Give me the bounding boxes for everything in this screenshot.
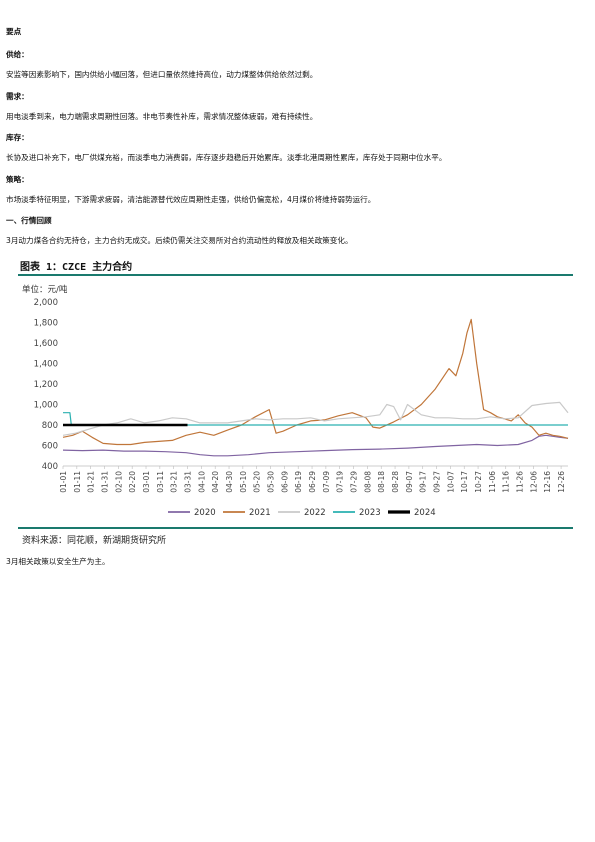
inventory-label: 库存： — [6, 133, 29, 142]
strategy-label: 策略： — [6, 175, 29, 184]
series-line-2022 — [62, 401, 569, 436]
x-tick-label: 07-19 — [336, 471, 345, 493]
x-tick-label: 11-16 — [502, 471, 511, 493]
figure-bottom-rule — [18, 527, 573, 529]
legend-label-2024: 2024 — [414, 508, 436, 518]
section-1-paragraph: 3月动力煤各合约无持仓，主力合约无成交。后续仍需关注交易所对合约流动性的释放及相… — [6, 236, 353, 245]
y-tick-label: 1,200 — [34, 380, 58, 390]
x-tick-label: 11-06 — [488, 471, 497, 493]
x-tick-label: 01-01 — [59, 471, 68, 493]
source-note: 资料来源：同花顺，新湖期货研究所 — [22, 536, 167, 546]
x-tick-label: 12-16 — [543, 471, 552, 493]
x-tick-label: 10-27 — [474, 471, 483, 493]
y-axis: 400 600 800 1,000 1,200 1,400 1,600 1,800 2,000 — [34, 298, 58, 472]
x-tick-label: 01-21 — [87, 471, 96, 493]
x-tick-label: 08-28 — [391, 471, 400, 493]
x-tick-label: 03-21 — [170, 471, 179, 493]
key-points-heading: 要点 — [6, 27, 22, 36]
y-tick-label: 2,000 — [34, 298, 58, 308]
y-tick-label: 400 — [42, 462, 58, 472]
x-tick-label: 04-20 — [211, 471, 220, 493]
demand-paragraph: 用电淡季到来，电力端需求周期性回落。非电节奏性补库，需求情况整体疲弱，难有持续性… — [6, 112, 318, 121]
y-tick-label: 1,800 — [34, 319, 58, 329]
legend-label-2020: 2020 — [194, 508, 216, 518]
figure-top-rule — [18, 274, 573, 276]
x-tick-label: 05-10 — [239, 471, 248, 493]
y-tick-label: 1,400 — [34, 360, 58, 370]
chart-legend: 2020 2021 2022 2023 2024 — [168, 508, 436, 518]
figure-title: 图表 1：CZCE 主力合约 — [20, 262, 133, 273]
x-tick-label: 08-08 — [363, 471, 372, 493]
x-tick-label: 09-17 — [419, 471, 428, 493]
legend-label-2021: 2021 — [249, 508, 271, 518]
y-tick-label: 1,000 — [34, 401, 58, 411]
demand-label: 需求： — [6, 92, 29, 101]
unit-label: 单位：元/吨 — [22, 285, 68, 295]
x-tick-label: 05-20 — [253, 471, 262, 493]
line-chart: 4006008001,0001,2001,4001,6001,8002,000 … — [34, 298, 569, 518]
x-tick-label: 10-07 — [446, 471, 455, 493]
x-tick-label: 09-27 — [433, 471, 442, 493]
y-tick-label: 800 — [42, 421, 58, 431]
y-tick-label: 1,600 — [34, 339, 58, 349]
x-tick-label: 12-26 — [557, 471, 566, 493]
x-tick-label: 06-09 — [280, 471, 289, 493]
x-tick-label: 06-19 — [294, 471, 303, 493]
footer-paragraph: 3月相关政策以安全生产为主。 — [6, 557, 110, 566]
x-tick-label: 11-26 — [516, 471, 525, 493]
x-tick-label: 01-31 — [101, 471, 110, 493]
supply-paragraph: 安监等因素影响下，国内供给小幅回落，但进口量依然维持高位，动力煤整体供给依然过剩… — [6, 70, 318, 79]
x-tick-label: 04-30 — [225, 471, 234, 493]
x-tick-label: 04-10 — [197, 471, 206, 493]
x-tick-label: 03-11 — [156, 471, 165, 493]
x-tick-label: 02-10 — [114, 471, 123, 493]
x-tick-label: 09-07 — [405, 471, 414, 493]
series-line-2021 — [62, 318, 569, 446]
x-tick-label: 03-01 — [142, 471, 151, 493]
x-tick-label: 12-06 — [529, 471, 538, 493]
x-tick-label: 01-11 — [73, 471, 82, 493]
x-tick-label: 07-29 — [350, 471, 359, 493]
supply-label: 供给： — [6, 50, 29, 59]
section-1-heading: 一、行情回顾 — [6, 216, 52, 225]
legend-label-2023: 2023 — [359, 508, 381, 518]
x-tick-label: 08-18 — [377, 471, 386, 493]
series-line-2023 — [63, 412, 568, 426]
x-tick-label: 10-17 — [460, 471, 469, 493]
x-tick-label: 07-09 — [322, 471, 331, 493]
strategy-paragraph: 市场淡季特征明显，下游需求疲弱，清洁能源替代效应周期性走强，供给仍偏宽松，4月煤… — [6, 195, 376, 204]
x-tick-label: 02-20 — [128, 471, 137, 493]
chart-series — [62, 318, 569, 457]
inventory-paragraph: 长协及进口补充下，电厂供煤充裕，而淡季电力消费弱，库存逐步趋稳后开始累库。淡季北… — [6, 153, 447, 162]
y-tick-label: 600 — [42, 442, 58, 452]
x-tick-label: 06-29 — [308, 471, 317, 493]
x-tick-label: 03-31 — [184, 471, 193, 493]
x-tick-label: 05-30 — [267, 471, 276, 493]
x-axis: 01-01 01-11 01-21 01-31 02-10 02-20 03-01 03-11… — [59, 466, 566, 493]
series-line-2020 — [62, 434, 569, 457]
legend-label-2022: 2022 — [304, 508, 326, 518]
